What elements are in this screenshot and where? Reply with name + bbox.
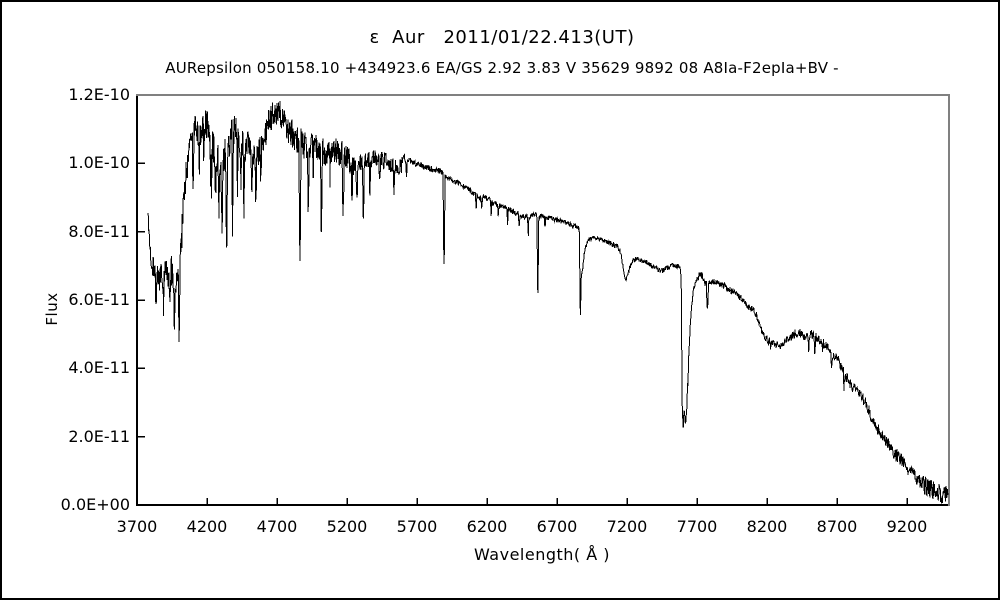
x-tick-label: 5200	[326, 517, 368, 536]
y-tick-label: 6.0E-11	[68, 290, 130, 309]
x-tick-label: 5700	[396, 517, 438, 536]
x-tick-label: 4700	[256, 517, 298, 536]
x-tick-label: 4200	[186, 517, 228, 536]
spectrum-trace	[147, 100, 949, 504]
axis-ticks	[138, 162, 908, 504]
y-tick-label: 0.0E+00	[60, 495, 130, 514]
chart-title: ε Aur 2011/01/22.413(UT)	[369, 27, 635, 48]
y-tick-label: 1.2E-10	[68, 85, 130, 104]
x-tick-label: 8200	[746, 517, 788, 536]
y-tick-label: 8.0E-11	[68, 221, 130, 241]
x-tick-label: 6200	[466, 517, 508, 536]
x-tick-label: 7700	[676, 517, 718, 536]
x-tick-label: 7200	[606, 517, 648, 536]
x-tick-label: 9200	[886, 517, 928, 536]
x-tick-label: 3700	[116, 517, 158, 536]
y-tick-label: 1.0E-10	[68, 153, 130, 173]
chart-subtitle: AURepsilon 050158.10 +434923.6 EA/GS 2.9…	[165, 59, 839, 77]
y-tick-label: 2.0E-11	[68, 426, 130, 446]
y-tick-label: 4.0E-11	[68, 358, 130, 378]
x-axis-label: Wavelength( Å )	[473, 545, 611, 564]
x-tick-label: 6700	[536, 517, 578, 536]
plot-frame	[136, 94, 950, 506]
x-tick-label: 8700	[816, 517, 858, 536]
